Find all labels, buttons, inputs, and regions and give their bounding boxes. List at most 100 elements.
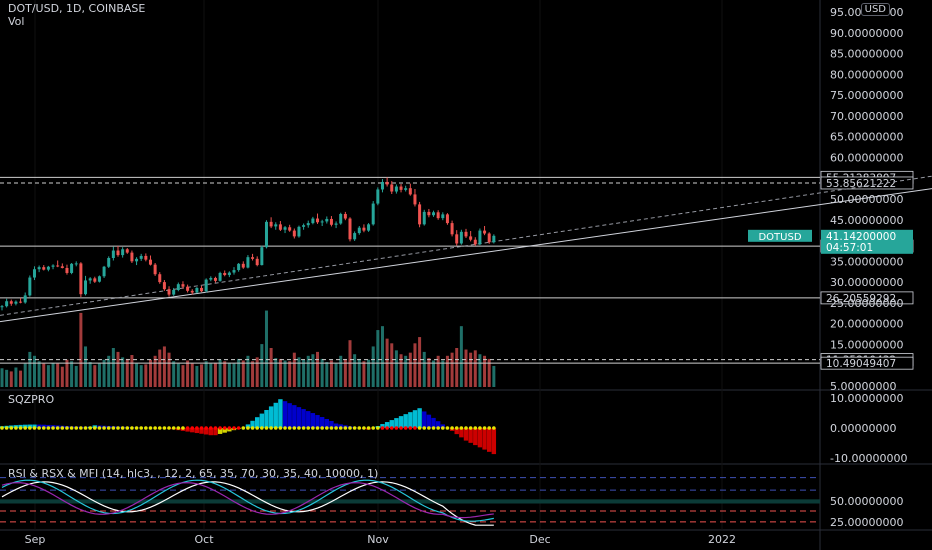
sqz-bar — [426, 414, 432, 428]
volume-bar — [97, 363, 101, 387]
squeeze-dot — [315, 426, 320, 430]
squeeze-dot — [362, 426, 366, 430]
squeeze-dot — [255, 426, 259, 430]
last-price-box — [821, 229, 913, 254]
candle-body — [223, 272, 227, 276]
squeeze-dot — [195, 426, 199, 430]
squeeze-dot — [492, 426, 496, 430]
volume-bar — [459, 326, 463, 387]
time-tick-label: Oct — [194, 533, 214, 546]
squeeze-dot — [264, 426, 269, 430]
candle-body — [65, 267, 69, 273]
candle-body — [362, 227, 366, 231]
volume-bar — [251, 361, 255, 387]
squeeze-dot — [0, 426, 4, 430]
volume-bar — [232, 363, 236, 387]
sqz-bar — [259, 413, 265, 428]
squeeze-dot — [209, 426, 213, 430]
volume-bar — [65, 359, 69, 387]
volume-bar — [357, 358, 361, 387]
squeeze-dot — [292, 426, 297, 430]
volume-bar — [204, 361, 208, 387]
squeeze-dot — [116, 426, 120, 430]
sqz-bar — [329, 420, 334, 428]
candle-body — [227, 272, 231, 276]
volume-bar — [297, 357, 301, 387]
sqz-bar — [301, 409, 306, 428]
price-tick-label: 25.00000000 — [830, 297, 903, 310]
candle-body — [376, 189, 380, 204]
level-label: 53.85621222 — [826, 178, 896, 190]
candle-body — [246, 257, 250, 268]
sqz-bar — [380, 424, 385, 428]
volume-bar — [28, 351, 32, 387]
volume-bar — [79, 312, 83, 387]
squeeze-dot — [482, 426, 487, 430]
squeeze-dot — [79, 426, 83, 430]
candle-body — [32, 269, 36, 278]
candle-body — [241, 263, 245, 268]
squeeze-dot — [376, 426, 380, 430]
candle-body — [42, 267, 46, 270]
candle-body — [121, 249, 125, 256]
currency-button[interactable]: USD — [860, 3, 890, 16]
volume-bar — [60, 366, 64, 387]
squeeze-dot — [41, 426, 46, 430]
sqz-bar — [398, 416, 404, 428]
volume-bar — [111, 348, 115, 387]
volume-bar — [334, 363, 338, 387]
sqz-bar — [287, 403, 292, 428]
volume-bar — [23, 363, 27, 387]
candle-body — [316, 218, 320, 223]
squeeze-dot — [352, 426, 357, 430]
squeeze-dot — [14, 426, 18, 430]
volume-bar — [390, 343, 394, 387]
sqz-bar — [473, 428, 478, 446]
squeeze-dot — [320, 426, 324, 430]
volume-bar — [432, 360, 436, 387]
candle-body — [148, 259, 152, 265]
squeeze-dot — [51, 426, 55, 430]
candle-body — [404, 188, 408, 190]
sqz-bar — [282, 401, 288, 428]
volume-bar — [408, 352, 412, 387]
level-label: 10.49049407 — [826, 358, 896, 370]
candle-body — [445, 214, 449, 224]
sqz-bar — [203, 428, 209, 435]
squeeze-dot — [246, 426, 250, 430]
volume-bar — [394, 350, 398, 387]
mfi-line — [1, 482, 494, 519]
squeeze-dot — [23, 426, 28, 430]
candle-body — [492, 235, 496, 243]
price-tick-label: 50.00000000 — [830, 193, 903, 206]
volume-bar — [14, 367, 18, 387]
volume-bar — [260, 344, 264, 387]
sqz-bar — [435, 421, 441, 428]
volume-bar — [153, 355, 157, 387]
candle-body — [5, 301, 9, 307]
candle-body — [116, 250, 120, 256]
volume-bar — [190, 363, 194, 387]
volume-bar — [88, 362, 92, 387]
candle-body — [79, 263, 83, 295]
candle-body — [371, 203, 375, 225]
volume-bar — [93, 365, 97, 387]
candle-body — [450, 223, 454, 235]
price-tick-label: 85.00000000 — [830, 48, 903, 61]
rsi-midband — [0, 499, 820, 504]
candle-body — [353, 233, 357, 240]
volume-bar — [316, 351, 320, 387]
volume-bar — [241, 360, 245, 387]
candle-body — [237, 263, 241, 271]
sqz-bar — [333, 423, 339, 428]
volume-bar — [353, 354, 357, 387]
volume-bar — [107, 355, 111, 387]
candle-body — [125, 249, 129, 253]
squeeze-dot — [55, 426, 60, 430]
squeeze-dot — [380, 426, 385, 430]
squeeze-dot — [366, 426, 371, 430]
sqz-bar — [319, 417, 325, 428]
sqz-bar — [250, 420, 255, 428]
volume-bar — [84, 346, 88, 387]
